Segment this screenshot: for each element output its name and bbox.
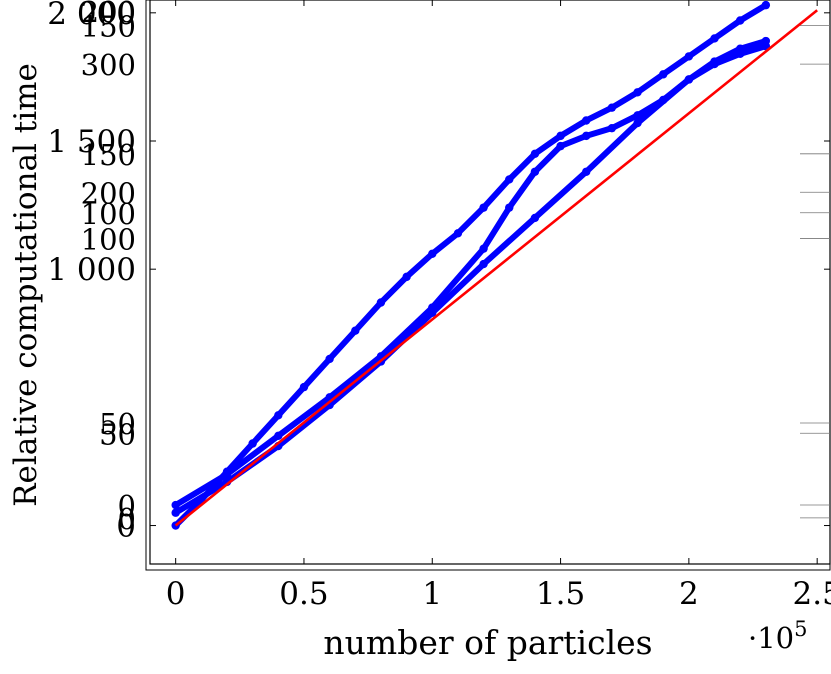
data-point xyxy=(607,103,617,112)
y-tick-label: 1 000 xyxy=(47,252,136,288)
data-point xyxy=(479,244,488,253)
x-tick-label: 1 xyxy=(422,576,442,612)
data-point xyxy=(735,16,745,25)
x-tick-label: 0 xyxy=(166,576,186,612)
x-tick-label: 2 xyxy=(679,576,699,612)
data-point xyxy=(428,308,437,317)
data-point xyxy=(633,118,642,128)
data-point xyxy=(274,431,283,441)
x-multiplier: ·105 xyxy=(748,617,808,655)
y-tick-label: 2 000 xyxy=(47,0,136,32)
plot-area-frame xyxy=(149,0,831,565)
y-extra-tick-label: 50 xyxy=(99,407,136,441)
data-point xyxy=(530,213,540,223)
y-extra-tick-label: 0 xyxy=(118,489,136,523)
data-point xyxy=(633,88,642,97)
series-line-3 xyxy=(172,43,769,516)
data-point xyxy=(402,272,411,282)
data-point xyxy=(299,382,309,392)
y-extra-tick-label: 50 xyxy=(99,417,136,451)
data-point xyxy=(530,167,540,176)
data-point xyxy=(684,75,694,84)
data-point xyxy=(530,149,540,159)
data-point xyxy=(710,59,719,69)
x-axis-title: number of particles xyxy=(323,623,652,662)
data-point xyxy=(556,141,565,151)
y-extra-tick-label: 150 xyxy=(81,138,136,172)
y-extra-tick-label: 300 xyxy=(81,48,136,82)
y-axis-title: Relative computational time xyxy=(8,63,44,507)
y-extra-tick-label: 100 xyxy=(81,197,136,231)
data-point xyxy=(505,175,514,184)
data-point xyxy=(325,354,334,364)
data-point xyxy=(376,298,386,307)
data-point xyxy=(710,34,719,43)
y-extra-tick-label: 200 xyxy=(81,0,136,29)
data-point xyxy=(428,249,437,258)
data-point xyxy=(222,470,232,479)
data-point xyxy=(582,116,591,125)
series-line-1 xyxy=(172,2,769,529)
data-point xyxy=(582,167,591,176)
data-point xyxy=(659,70,668,79)
y-tick-label: 1 500 xyxy=(47,124,136,160)
data-point xyxy=(171,500,180,510)
y-extra-tick-label: 100 xyxy=(81,222,136,256)
data-point xyxy=(479,259,488,269)
tick-layer xyxy=(150,0,830,564)
data-point xyxy=(274,411,283,420)
y-extra-tick-label: 200 xyxy=(81,176,136,210)
x-tick-label: 1.5 xyxy=(536,576,585,612)
chart-frame-outer xyxy=(145,0,831,571)
data-point xyxy=(556,131,565,141)
x-tick-label: 0.5 xyxy=(279,576,328,612)
data-point xyxy=(607,123,617,133)
data-point xyxy=(171,508,180,517)
x-multiplier-base: ·10 xyxy=(748,621,794,655)
fit-line xyxy=(174,9,818,527)
data-point xyxy=(248,439,257,448)
data-point xyxy=(761,0,771,10)
data-point xyxy=(453,229,463,238)
x-multiplier-exponent: 5 xyxy=(794,617,807,641)
y-tick-label: 0 xyxy=(116,509,136,545)
series-layer xyxy=(171,0,818,530)
data-point xyxy=(505,203,514,212)
y-extra-tick-label: 150 xyxy=(81,10,136,44)
data-point xyxy=(582,131,591,141)
x-tick-label: 2.5 xyxy=(793,576,831,612)
data-point xyxy=(684,52,694,61)
y-extra-tick-label: 0 xyxy=(118,502,136,536)
data-point xyxy=(735,49,745,59)
data-point xyxy=(351,326,360,335)
data-point xyxy=(479,203,488,212)
